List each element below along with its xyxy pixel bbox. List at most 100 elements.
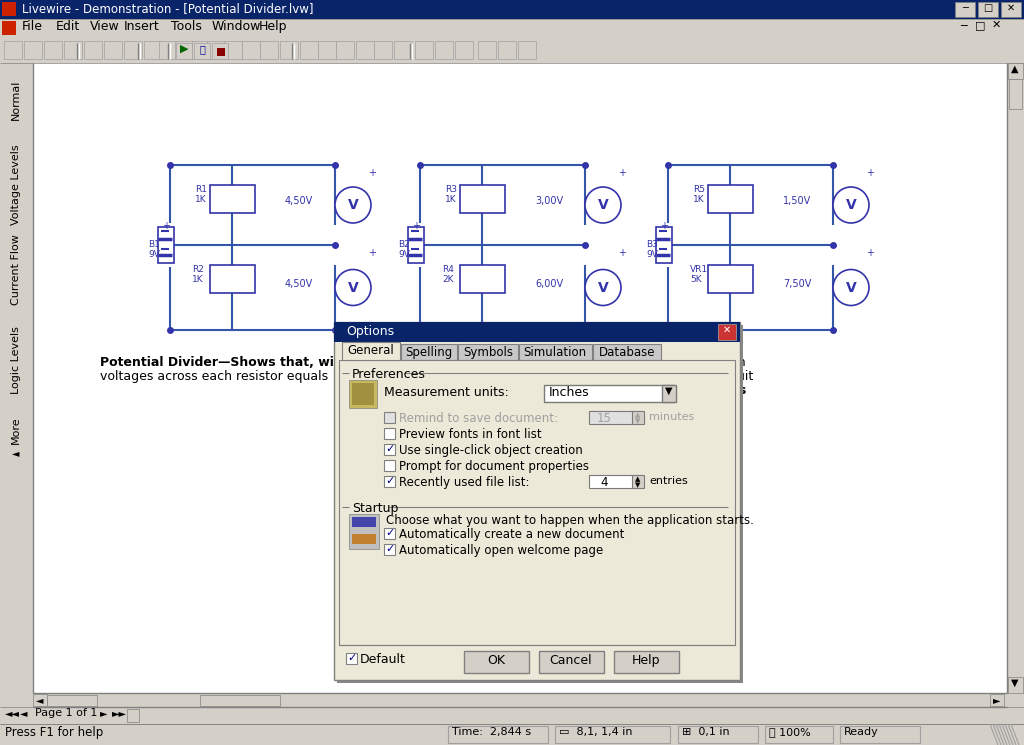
- Text: minutes: minutes: [649, 412, 694, 422]
- Text: Startup: Startup: [352, 502, 398, 515]
- Text: ►: ►: [993, 695, 1000, 705]
- Bar: [1001, 2, 1021, 17]
- Bar: [449, 726, 548, 743]
- Bar: [498, 41, 516, 59]
- Circle shape: [585, 270, 621, 305]
- Text: □: □: [975, 20, 985, 30]
- Bar: [342, 342, 400, 360]
- Text: +: +: [866, 248, 874, 258]
- Text: Current Flow: Current Flow: [11, 235, 22, 305]
- Text: □: □: [983, 3, 992, 13]
- Bar: [334, 322, 740, 680]
- Bar: [0, 707, 1024, 724]
- Text: 3,00V: 3,00V: [535, 196, 563, 206]
- Text: Edit: Edit: [56, 20, 80, 33]
- Text: Cancel: Cancel: [550, 654, 592, 667]
- Bar: [210, 265, 255, 293]
- Text: More: More: [11, 416, 22, 444]
- Bar: [334, 322, 740, 342]
- Bar: [765, 726, 833, 743]
- Bar: [207, 41, 225, 59]
- Bar: [346, 653, 357, 664]
- Text: ►: ►: [100, 708, 108, 718]
- Bar: [455, 41, 473, 59]
- Text: Remind to save document:: Remind to save document:: [399, 412, 558, 425]
- Bar: [1007, 63, 1024, 693]
- Text: 9V: 9V: [148, 250, 160, 259]
- Text: 4,50V: 4,50V: [285, 279, 313, 288]
- Text: ✓: ✓: [385, 476, 394, 486]
- Bar: [144, 41, 162, 59]
- Bar: [384, 460, 395, 471]
- Text: 2K: 2K: [442, 275, 454, 284]
- Text: V: V: [598, 198, 608, 212]
- Bar: [1009, 79, 1022, 109]
- Bar: [990, 694, 1004, 706]
- Text: 1K: 1K: [195, 195, 207, 204]
- Text: Livewire - Demonstration - [Potential Divider.lvw]: Livewire - Demonstration - [Potential Di…: [22, 2, 313, 15]
- Bar: [193, 41, 210, 59]
- Bar: [212, 43, 228, 59]
- Text: +: +: [660, 221, 668, 231]
- Text: 9V: 9V: [398, 250, 410, 259]
- Text: ✕: ✕: [992, 20, 1001, 30]
- Bar: [384, 476, 395, 487]
- Text: R4: R4: [442, 265, 454, 274]
- Text: Choose what you want to happen when the application starts.: Choose what you want to happen when the …: [386, 514, 754, 527]
- Bar: [544, 385, 674, 402]
- Text: General: General: [347, 344, 394, 357]
- Bar: [384, 544, 395, 555]
- Bar: [352, 517, 376, 527]
- Text: Simulation: Simulation: [523, 346, 587, 359]
- Bar: [394, 41, 412, 59]
- Circle shape: [833, 187, 869, 223]
- Bar: [159, 41, 177, 59]
- Text: ▼: ▼: [1012, 678, 1019, 688]
- Bar: [384, 444, 395, 455]
- Text: ns: ns: [730, 384, 746, 397]
- Text: en: en: [730, 356, 745, 369]
- Text: 4,50V: 4,50V: [285, 196, 313, 206]
- Bar: [217, 48, 225, 56]
- Text: +: +: [866, 168, 874, 178]
- Bar: [352, 383, 374, 405]
- Bar: [662, 385, 676, 402]
- Bar: [401, 344, 457, 360]
- Bar: [435, 41, 453, 59]
- Bar: [460, 185, 505, 213]
- Text: 4: 4: [600, 476, 608, 489]
- Text: Symbols: Symbols: [463, 346, 513, 359]
- Text: cuit: cuit: [730, 370, 754, 383]
- Text: B2: B2: [398, 240, 410, 249]
- Bar: [0, 19, 1024, 38]
- Bar: [589, 475, 634, 488]
- Bar: [458, 344, 518, 360]
- Text: ▲: ▲: [1012, 64, 1019, 74]
- Text: 1K: 1K: [693, 195, 705, 204]
- Text: File: File: [22, 20, 43, 33]
- Text: Recently used file list:: Recently used file list:: [399, 476, 529, 489]
- Circle shape: [335, 270, 371, 305]
- Text: Normal: Normal: [11, 80, 22, 120]
- Bar: [593, 344, 662, 360]
- Text: ✓: ✓: [385, 544, 394, 554]
- Text: ▼: ▼: [635, 482, 641, 488]
- Bar: [518, 41, 536, 59]
- Text: ◄: ◄: [20, 708, 28, 718]
- Text: ▭  8,1, 1,4 in: ▭ 8,1, 1,4 in: [559, 727, 633, 737]
- Text: ◄: ◄: [36, 695, 44, 705]
- Text: Voltage Levels: Voltage Levels: [11, 145, 22, 225]
- Bar: [0, 724, 1024, 745]
- Text: V: V: [347, 281, 358, 294]
- Text: R2: R2: [193, 265, 204, 274]
- Text: Automatically create a new document: Automatically create a new document: [399, 528, 625, 541]
- Text: ⏸: ⏸: [199, 44, 205, 54]
- Text: Help: Help: [632, 654, 660, 667]
- Bar: [44, 41, 62, 59]
- Text: 5K: 5K: [690, 275, 701, 284]
- Text: 6,00V: 6,00V: [535, 279, 563, 288]
- Bar: [840, 726, 920, 743]
- Text: Database: Database: [599, 346, 655, 359]
- Text: ▲: ▲: [635, 412, 641, 418]
- Bar: [384, 528, 395, 539]
